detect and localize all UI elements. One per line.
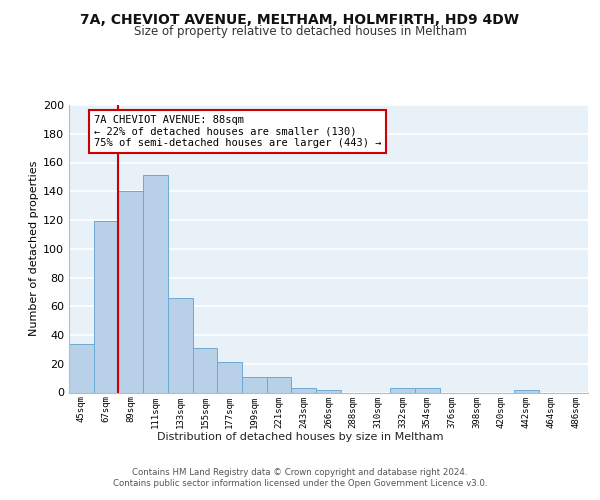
Bar [94, 222, 118, 392]
Bar [168, 298, 193, 392]
Bar [390, 388, 415, 392]
Bar [217, 362, 242, 392]
Bar [415, 388, 440, 392]
Bar [118, 191, 143, 392]
Text: Distribution of detached houses by size in Meltham: Distribution of detached houses by size … [157, 432, 443, 442]
Bar [292, 388, 316, 392]
Text: 7A, CHEVIOT AVENUE, MELTHAM, HOLMFIRTH, HD9 4DW: 7A, CHEVIOT AVENUE, MELTHAM, HOLMFIRTH, … [80, 12, 520, 26]
Text: Size of property relative to detached houses in Meltham: Size of property relative to detached ho… [134, 25, 466, 38]
Bar [193, 348, 217, 393]
Bar [143, 176, 168, 392]
Bar [267, 376, 292, 392]
Y-axis label: Number of detached properties: Number of detached properties [29, 161, 39, 336]
Text: Contains HM Land Registry data © Crown copyright and database right 2024.
Contai: Contains HM Land Registry data © Crown c… [113, 468, 487, 487]
Bar [242, 376, 267, 392]
Bar [316, 390, 341, 392]
Bar [514, 390, 539, 392]
Text: 7A CHEVIOT AVENUE: 88sqm
← 22% of detached houses are smaller (130)
75% of semi-: 7A CHEVIOT AVENUE: 88sqm ← 22% of detach… [94, 115, 381, 148]
Bar [69, 344, 94, 392]
